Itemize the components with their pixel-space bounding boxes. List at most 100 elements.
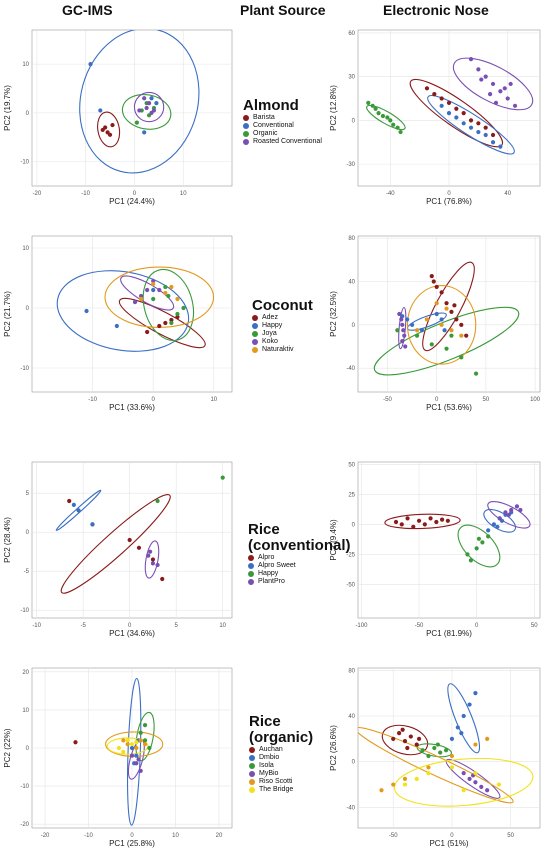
y-tick-label: 5 <box>26 491 30 497</box>
y-tick-label: 50 <box>348 462 355 468</box>
data-point <box>476 536 482 541</box>
data-point <box>518 507 523 513</box>
gcims-almond-plot: -20 -10 0 10 -10 0 10 PC1 (24.4%) PC2 (19.7%) <box>3 29 233 206</box>
legend-dot-icon <box>249 779 255 785</box>
data-point <box>435 742 440 747</box>
y-tick-label: -40 <box>346 805 355 811</box>
data-point <box>399 522 404 527</box>
data-point <box>395 328 400 333</box>
confidence-ellipse <box>60 494 171 594</box>
data-point <box>420 748 425 753</box>
y-tick-label: -10 <box>20 160 29 166</box>
data-point <box>426 753 431 759</box>
data-point <box>134 745 139 751</box>
data-point <box>483 74 488 79</box>
data-point <box>476 67 481 72</box>
data-point <box>181 305 186 311</box>
data-point <box>145 287 150 293</box>
legend-label: MyBio <box>259 770 279 777</box>
legend-label: Roasted Conventional <box>253 138 322 145</box>
data-point <box>400 314 405 319</box>
x-tick-label: 10 <box>219 623 226 629</box>
legend-label: Riso Scotti <box>259 778 293 785</box>
legend-label: Organic <box>253 130 278 137</box>
enose-coconut-plot: -50 0 50 100 -40 0 40 80 PC1 (53.6%) PC2 (32.5%) <box>329 235 541 412</box>
data-point <box>426 771 431 776</box>
legend-dot-icon <box>248 571 254 577</box>
data-point <box>461 771 466 776</box>
x-tick-label: -10 <box>84 833 93 839</box>
data-point <box>88 62 93 67</box>
legend-item: Naturaktiv <box>252 346 313 354</box>
legend-item: Roasted Conventional <box>243 138 322 146</box>
legend-item: PlantPro <box>248 578 351 586</box>
data-point <box>84 308 89 314</box>
data-point <box>454 106 459 111</box>
data-point <box>414 333 420 338</box>
confidence-ellipse <box>142 268 195 342</box>
data-point <box>473 691 478 696</box>
data-point <box>391 782 396 787</box>
data-point <box>432 92 437 97</box>
x-axis-label: PC1 (53.6%) <box>426 403 472 412</box>
legend-item: Dmbio <box>249 754 313 762</box>
data-point <box>506 512 511 517</box>
data-point <box>442 328 447 333</box>
data-point <box>439 96 444 101</box>
y-tick-label: 0 <box>352 118 356 124</box>
x-tick-label: -100 <box>355 623 368 629</box>
data-point <box>142 96 147 101</box>
plot-panel <box>31 235 233 393</box>
plot-panel <box>31 461 233 619</box>
y-axis-label: PC2 (19.7%) <box>3 85 12 131</box>
y-tick-label: 0 <box>352 760 356 766</box>
x-tick-label: 10 <box>172 833 179 839</box>
x-tick-label: -50 <box>415 623 424 629</box>
gcims-coconut-plot: -10 0 10 -10 0 10 PC1 (33.6%) PC2 (21.7%) <box>3 235 233 412</box>
data-point <box>136 545 142 550</box>
data-point <box>397 311 402 317</box>
series-layer <box>79 30 200 174</box>
y-tick-label: 80 <box>348 236 355 242</box>
data-point <box>220 475 225 480</box>
data-point <box>150 561 156 566</box>
data-point <box>490 81 496 87</box>
confidence-ellipse <box>105 731 164 757</box>
data-point <box>428 516 433 521</box>
data-point <box>138 296 144 302</box>
x-tick-label: 0 <box>128 623 132 629</box>
data-point <box>157 323 162 329</box>
legend-dot-icon <box>252 331 258 337</box>
data-point <box>508 81 513 87</box>
confidence-ellipse <box>97 111 121 148</box>
legend-dot-icon <box>252 315 258 321</box>
data-point <box>388 118 393 123</box>
data-point <box>401 328 406 333</box>
legend-dot-icon <box>248 563 254 569</box>
data-point <box>163 290 168 296</box>
data-point <box>486 534 491 539</box>
y-axis-label: PC2 (32.5%) <box>329 291 338 337</box>
data-point <box>151 281 156 287</box>
confidence-ellipse <box>393 757 534 807</box>
data-point <box>107 132 113 137</box>
legend-coconut: Coconut Adez Happy Joya Koko Naturaktiv <box>252 298 313 354</box>
plot-panel <box>357 667 541 829</box>
data-point <box>157 287 162 293</box>
header-plant-source: Plant Source <box>240 2 326 18</box>
data-point <box>487 92 493 97</box>
data-point <box>137 108 142 113</box>
data-point <box>429 273 434 279</box>
series-layer <box>384 501 531 568</box>
y-tick-label: -25 <box>346 552 355 558</box>
data-point <box>485 736 490 741</box>
data-point <box>129 753 135 758</box>
enose-rice-conventional-plot: -100 -50 0 50 -50 -25 0 25 50 PC1 (81.9%) PC2 (9.4… <box>329 461 541 638</box>
y-axis-label: PC2 (9.4%) <box>329 519 338 561</box>
data-point <box>461 713 466 719</box>
series-layer <box>56 266 215 352</box>
y-tick-label: -40 <box>346 366 355 372</box>
series-layer <box>55 475 225 594</box>
data-point <box>403 344 408 349</box>
data-point <box>155 562 160 568</box>
